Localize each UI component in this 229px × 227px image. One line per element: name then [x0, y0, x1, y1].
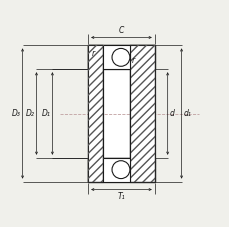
Text: D₃: D₃ — [12, 109, 20, 118]
Bar — [88, 45, 103, 182]
Bar — [129, 45, 154, 182]
Bar — [129, 45, 154, 182]
Text: d₁: d₁ — [183, 109, 191, 118]
Text: r: r — [92, 49, 95, 58]
Bar — [88, 45, 154, 69]
Text: d: d — [169, 109, 174, 118]
Text: C: C — [118, 27, 124, 35]
Text: r: r — [131, 56, 134, 65]
Circle shape — [112, 161, 129, 179]
Bar — [88, 45, 103, 182]
Bar — [88, 45, 154, 69]
Bar — [88, 158, 154, 182]
Text: D₁: D₁ — [41, 109, 50, 118]
Circle shape — [112, 48, 129, 66]
Bar — [88, 158, 154, 182]
Text: D₂: D₂ — [25, 109, 34, 118]
Bar — [103, 158, 129, 182]
Bar — [103, 45, 129, 69]
Bar — [88, 69, 154, 158]
Text: T₁: T₁ — [117, 192, 125, 200]
